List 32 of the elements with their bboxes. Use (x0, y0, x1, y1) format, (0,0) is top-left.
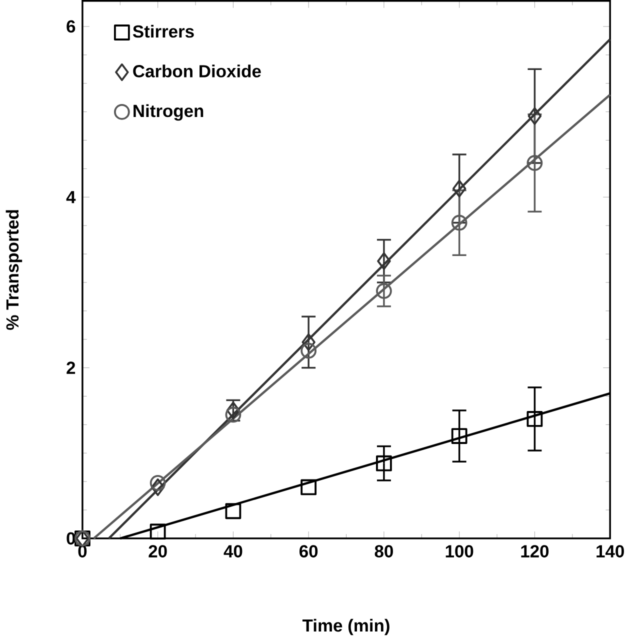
point (376, 455, 392, 472)
point (376, 283, 392, 299)
x-axis-title: Time (min) (302, 618, 390, 636)
x-tick-label: 140 (596, 545, 624, 558)
point (376, 252, 391, 270)
x-tick-label: 20 (148, 545, 167, 558)
x-tick-label: 40 (224, 545, 242, 558)
point (150, 524, 166, 540)
y-tick-label: 0 (66, 532, 75, 545)
legend-label: Stirrers (132, 24, 194, 38)
point (300, 479, 316, 496)
point (528, 107, 542, 125)
x-tick-label: 120 (521, 545, 548, 558)
point (225, 503, 241, 520)
x-tick-label: 100 (446, 545, 473, 558)
legend-label: Carbon Dioxide (132, 64, 261, 78)
point (526, 155, 542, 171)
y-tick-label: 4 (66, 191, 76, 204)
point (452, 180, 466, 198)
x-tick-label: 80 (374, 545, 393, 558)
point (150, 478, 164, 496)
y-tick-label: 6 (66, 20, 75, 33)
point (300, 342, 316, 359)
point (302, 333, 316, 351)
point (451, 214, 468, 231)
x-tick-label: 60 (299, 545, 318, 558)
y-tick-label: 2 (66, 362, 75, 374)
point (150, 475, 166, 491)
y-axis-title: % Transported (6, 210, 22, 330)
point (526, 411, 542, 427)
legend-label: Nitrogen (133, 104, 203, 121)
point (451, 428, 468, 444)
